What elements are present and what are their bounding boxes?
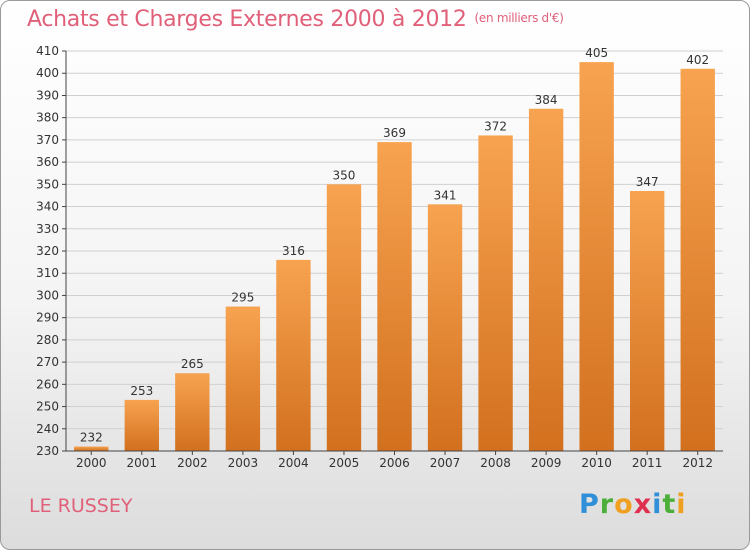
data-label-2001: 253 [130, 384, 153, 398]
x-tick-label-2000: 2000 [76, 456, 107, 470]
y-tick-label: 230 [36, 444, 59, 458]
bar-2010 [579, 62, 614, 451]
chart-subtitle: (en milliers d'€) [474, 11, 564, 25]
bars: 232 253 265 295 316 350 369 341 372 384 405 347 402 [74, 46, 715, 452]
bar-2004 [276, 259, 311, 451]
x-tick-label-2011: 2011 [632, 456, 663, 470]
x-tick-label-2004: 2004 [278, 456, 309, 470]
y-tick-label: 360 [36, 155, 59, 169]
x-tick-label-2001: 2001 [127, 456, 158, 470]
y-tick-label: 410 [36, 44, 59, 58]
data-label-2004: 316 [282, 244, 305, 258]
bar-chart: 230 240 250 260 270 280 290 300 310 320 330 340 350 3… [36, 44, 723, 470]
y-axis-ticks: 230 240 250 260 270 280 290 300 310 320 330 340 350 3… [36, 44, 66, 458]
bar-2006 [377, 142, 412, 451]
y-tick-label: 240 [36, 422, 59, 436]
y-tick-label: 380 [36, 111, 59, 125]
data-label-2005: 350 [333, 168, 356, 182]
x-tick-label-2008: 2008 [480, 456, 511, 470]
y-tick-label: 330 [36, 222, 59, 236]
bar-2011 [630, 191, 665, 451]
y-tick-label: 250 [36, 400, 59, 414]
x-tick-label-2012: 2012 [682, 456, 713, 470]
data-label-2009: 384 [535, 93, 558, 107]
bar-2003 [225, 306, 261, 451]
y-tick-label: 320 [36, 244, 59, 258]
bar-2007 [427, 204, 463, 451]
data-label-2008: 372 [484, 119, 507, 133]
bar-2001 [124, 399, 159, 451]
commune-name: LE RUSSEY [29, 495, 133, 517]
x-tick-label-2010: 2010 [581, 456, 612, 470]
x-tick-label-2007: 2007 [430, 456, 461, 470]
bar-2008 [478, 135, 513, 451]
data-label-2002: 265 [181, 357, 204, 371]
y-tick-label: 270 [36, 355, 59, 369]
bar-2005 [326, 184, 362, 452]
bar-2000 [74, 446, 109, 451]
chart-title: Achats et Charges Externes 2000 à 2012 (e… [27, 7, 564, 32]
y-tick-label: 370 [36, 133, 59, 147]
y-tick-label: 260 [36, 377, 59, 391]
data-label-2012: 402 [686, 53, 709, 67]
x-tick-label-2005: 2005 [329, 456, 360, 470]
y-tick-label: 290 [36, 311, 59, 325]
chart-title-text: Achats et Charges Externes 2000 à 2012 [27, 7, 467, 32]
bar-2012 [680, 68, 715, 452]
x-tick-label-2003: 2003 [228, 456, 259, 470]
proxiti-logo: Proxiti [579, 489, 687, 520]
y-tick-label: 350 [36, 177, 59, 191]
y-tick-label: 300 [36, 288, 59, 302]
y-tick-label: 340 [36, 200, 59, 214]
data-label-2006: 369 [383, 126, 406, 140]
data-label-2007: 341 [434, 188, 457, 202]
y-tick-label: 400 [36, 66, 59, 80]
bar-2002 [175, 373, 210, 451]
bar-2009 [528, 108, 564, 452]
data-label-2010: 405 [585, 46, 608, 60]
y-tick-label: 310 [36, 266, 59, 280]
x-tick-label-2002: 2002 [177, 456, 208, 470]
data-label-2011: 347 [636, 175, 659, 189]
y-tick-label: 390 [36, 88, 59, 102]
x-tick-label-2006: 2006 [379, 456, 410, 470]
data-label-2000: 232 [80, 431, 103, 445]
data-label-2003: 295 [231, 291, 254, 305]
x-axis-ticks: 2000 2001 2002 2003 2004 2005 2006 2007 2008 2009… [76, 451, 713, 470]
y-tick-label: 280 [36, 333, 59, 347]
x-tick-label-2009: 2009 [531, 456, 562, 470]
